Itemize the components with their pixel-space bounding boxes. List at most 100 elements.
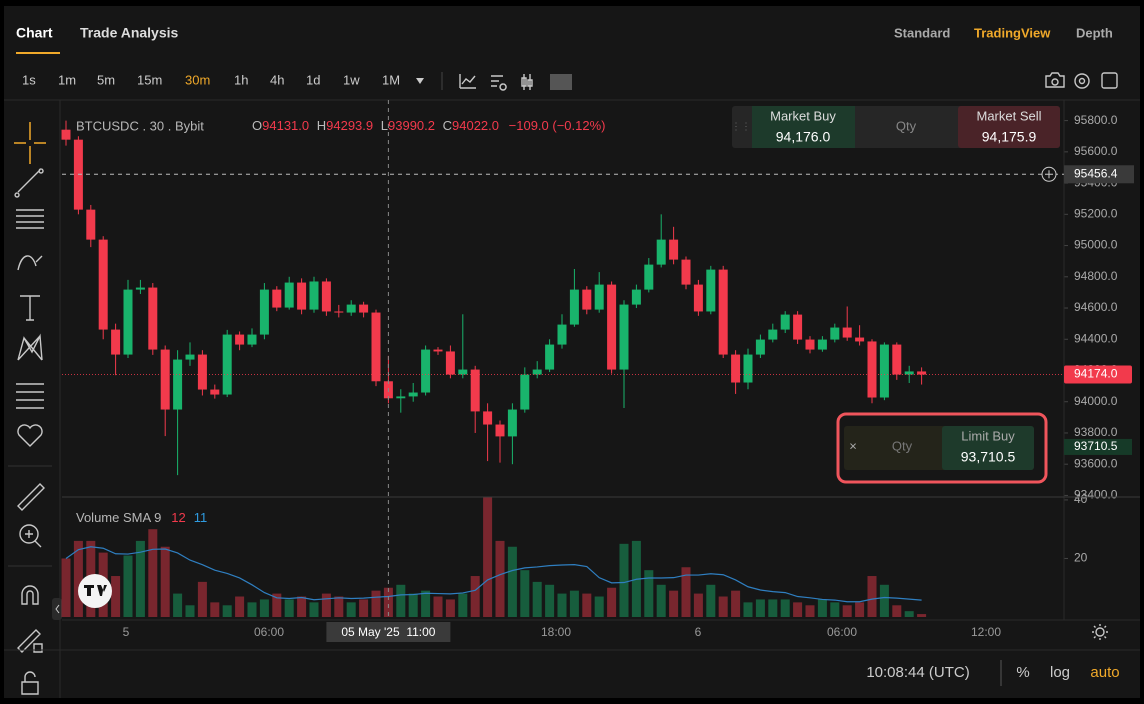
- brush-tool[interactable]: [17, 255, 43, 271]
- add-order-glyph: [1045, 170, 1053, 179]
- last-price-label: 94174.0: [1074, 367, 1118, 381]
- text-tool[interactable]: [20, 295, 40, 321]
- tab[interactable]: Chart: [16, 25, 53, 41]
- candle-body: [421, 349, 431, 393]
- volume-bar: [718, 596, 728, 617]
- volume-bar: [210, 602, 220, 617]
- candle-body: [805, 339, 815, 350]
- limit-qty-input[interactable]: Qty: [892, 438, 913, 453]
- market-buy-button[interactable]: [752, 106, 855, 148]
- volume-bar: [297, 596, 307, 617]
- market-sell-label: Market Sell: [976, 108, 1041, 123]
- magnet-tool[interactable]: [21, 585, 39, 605]
- volume-bar: [383, 587, 393, 617]
- fib-tool[interactable]: [16, 209, 44, 229]
- interval[interactable]: 1m: [58, 72, 76, 87]
- line-tool[interactable]: [14, 168, 44, 198]
- price-tick-label: 94800.0: [1074, 269, 1118, 283]
- lock-draw-tool[interactable]: [17, 629, 43, 653]
- crosshair-price-label: 95456.4: [1074, 166, 1118, 180]
- auto-toggle[interactable]: auto: [1090, 664, 1119, 681]
- volume-bar: [842, 605, 852, 617]
- candle-body: [817, 339, 827, 350]
- ruler-tool[interactable]: [17, 483, 45, 511]
- volume-bar: [867, 576, 877, 617]
- time-label: 6: [695, 625, 702, 639]
- volume-bar: [619, 543, 629, 617]
- price-tick-label: 94400.0: [1074, 331, 1118, 345]
- interval[interactable]: 15m: [137, 72, 162, 87]
- candle-body: [793, 314, 803, 340]
- interval[interactable]: 1s: [22, 72, 36, 87]
- legend-value: 94131.0: [262, 118, 309, 133]
- ohlc-legend: O94131.0 H94293.9 L93990.2 C94022.0 −109…: [252, 118, 606, 133]
- interval[interactable]: 30m: [185, 72, 210, 87]
- volume-bar: [731, 590, 741, 617]
- lock-tool[interactable]: [21, 671, 39, 695]
- log-toggle[interactable]: log: [1050, 664, 1070, 681]
- view-tab[interactable]: Depth: [1076, 25, 1113, 40]
- view-tab[interactable]: Standard: [894, 25, 950, 40]
- close-button[interactable]: ×: [849, 438, 857, 453]
- volume-bar: [445, 599, 455, 617]
- cursor-tool[interactable]: [14, 122, 46, 164]
- volume-bar: [309, 602, 319, 617]
- fullscreen-icon[interactable]: [1101, 72, 1118, 89]
- candle-body: [557, 324, 567, 345]
- tv-logo[interactable]: [78, 574, 112, 608]
- legend-value: 93990.2: [388, 118, 435, 133]
- chart-type-icon[interactable]: [521, 74, 533, 90]
- candle-body: [495, 424, 505, 437]
- theme-icon[interactable]: [1092, 624, 1108, 640]
- legend-key: H: [317, 118, 326, 133]
- interval[interactable]: 5m: [97, 72, 115, 87]
- candle-body: [569, 289, 579, 325]
- candle-body: [408, 392, 418, 397]
- candle-body: [173, 359, 183, 410]
- snapshot-icon[interactable]: [1045, 72, 1065, 88]
- volume-bar: [557, 593, 567, 617]
- volume-bar: [247, 602, 257, 617]
- pattern-tool[interactable]: [17, 333, 43, 361]
- volume-bar: [892, 605, 902, 617]
- overlay: 94174.0 93710.5 95456.4 05 May '25 11:00: [62, 100, 1134, 642]
- candle-body: [644, 264, 654, 290]
- interval[interactable]: 4h: [270, 72, 284, 87]
- volume-bar: [396, 584, 406, 617]
- legend-change: −109.0 (−0.12%): [509, 118, 606, 133]
- limit-buy-button[interactable]: [942, 426, 1034, 470]
- volume-bar: [545, 584, 555, 617]
- candle-body: [98, 239, 108, 330]
- candle-body: [483, 411, 493, 425]
- interval[interactable]: 1M: [382, 72, 400, 87]
- interval[interactable]: 1d: [306, 72, 320, 87]
- favorites-tool[interactable]: [17, 424, 43, 447]
- drag-handle[interactable]: ⋮⋮: [731, 122, 751, 133]
- candle-body: [346, 304, 356, 313]
- volume-bar: [185, 605, 195, 617]
- zoom-tool[interactable]: [19, 524, 39, 544]
- template-icon[interactable]: [491, 75, 507, 91]
- indicator-icon[interactable]: [459, 74, 476, 89]
- interval[interactable]: 1w: [343, 72, 360, 87]
- limit-buy-label: Limit Buy: [961, 428, 1015, 443]
- collapse-button[interactable]: [52, 598, 62, 620]
- legend-key: C: [443, 118, 452, 133]
- market-sell-button[interactable]: [958, 106, 1060, 148]
- price-tick-label: 93600.0: [1074, 456, 1118, 470]
- settings-icon[interactable]: [1074, 73, 1090, 89]
- candle-body: [867, 341, 877, 398]
- volume-bar: [768, 599, 778, 617]
- interval[interactable]: 1h: [234, 72, 248, 87]
- qty-input[interactable]: Qty: [896, 118, 917, 133]
- price-tick-label: 95200.0: [1074, 206, 1118, 220]
- percent-toggle[interactable]: %: [1016, 664, 1029, 681]
- volume-bar: [693, 593, 703, 617]
- dropdown-arrow[interactable]: [416, 78, 424, 84]
- candle-body: [879, 344, 889, 398]
- candle-body: [86, 209, 96, 240]
- tab[interactable]: Trade Analysis: [80, 25, 179, 41]
- view-tab[interactable]: TradingView: [974, 25, 1051, 40]
- prediction-tool[interactable]: [16, 383, 44, 409]
- volume-bar: [334, 596, 344, 617]
